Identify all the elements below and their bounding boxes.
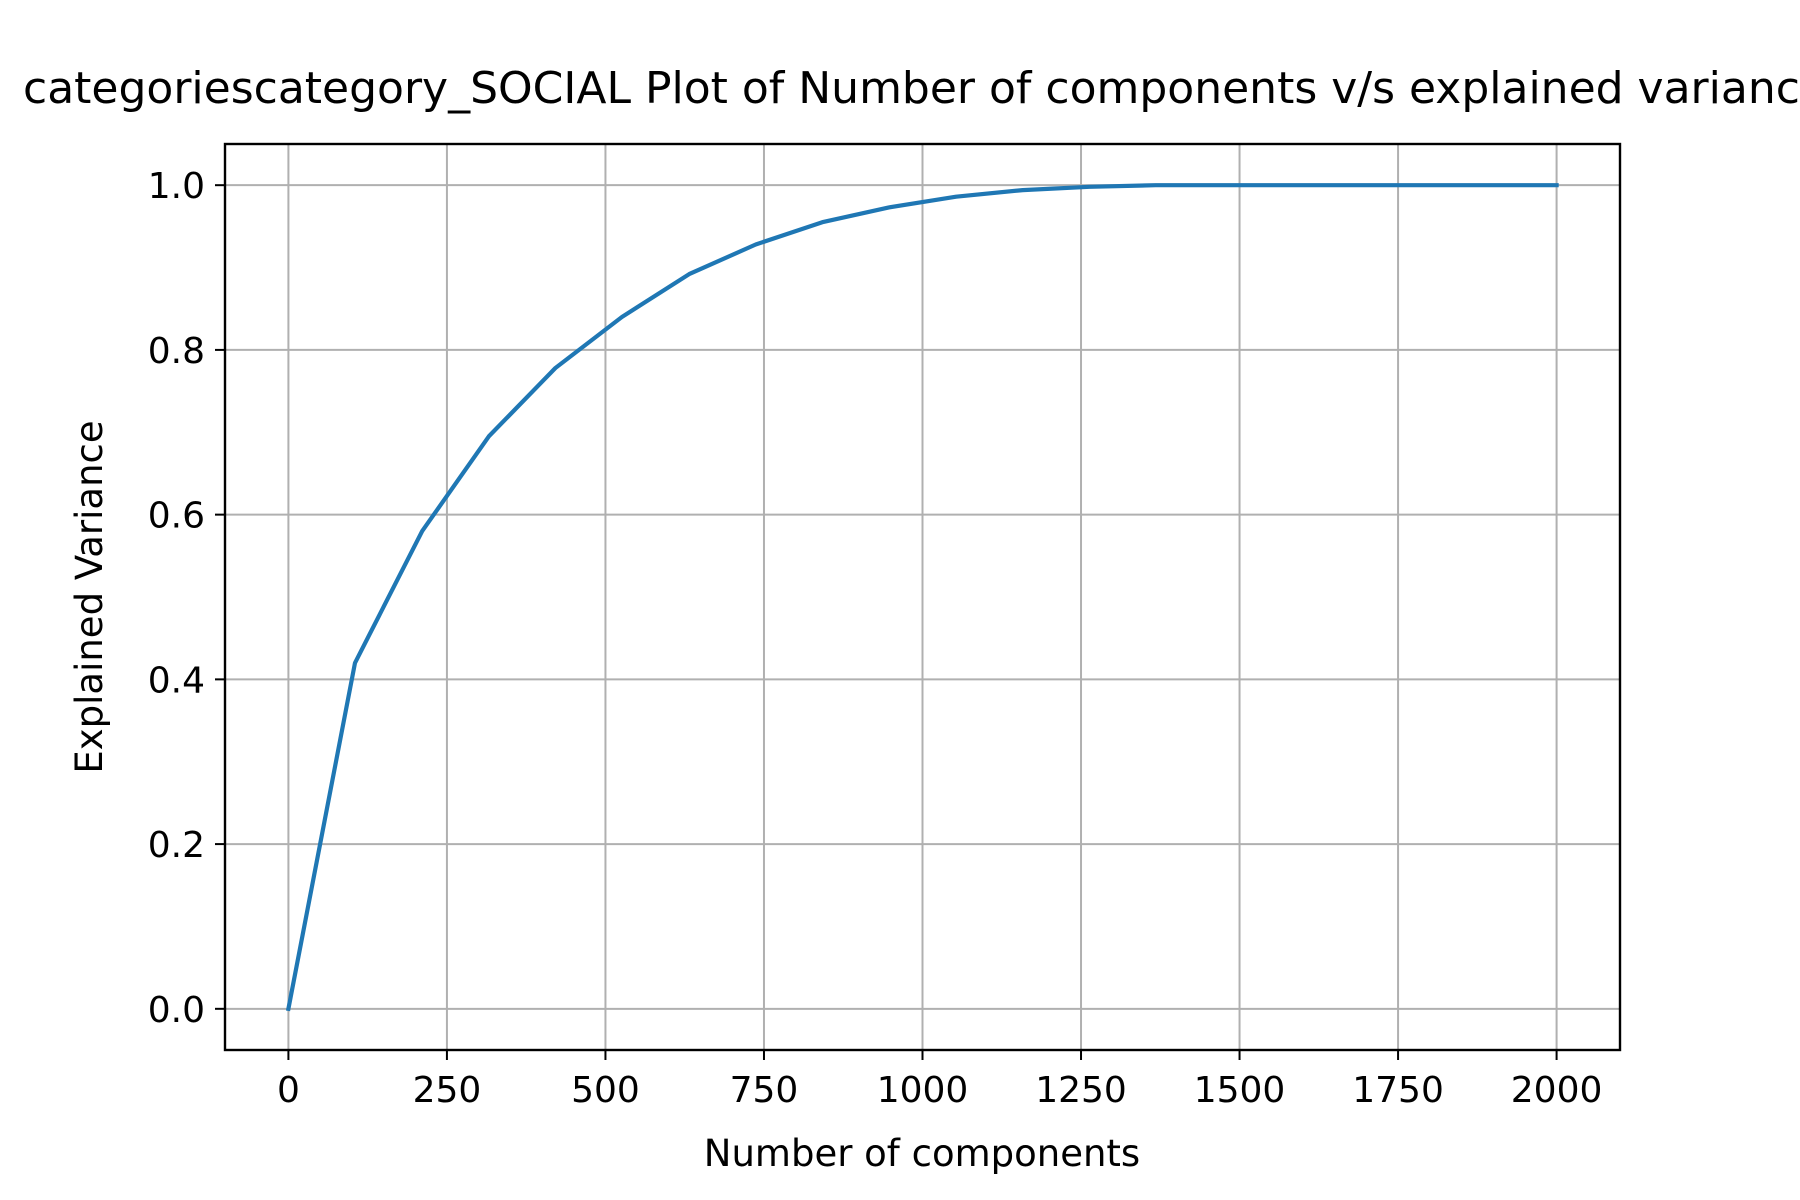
grid [225, 144, 1620, 1050]
x-axis-label: Number of components [704, 1132, 1140, 1175]
series-line [285, 183, 1559, 1012]
y-axis-label: Explained Variance [68, 420, 111, 773]
x-tick-label: 500 [571, 1070, 640, 1111]
x-tick-label: 2000 [1511, 1070, 1603, 1111]
y-tick-label: 0.4 [148, 660, 205, 701]
x-tick-label: 1750 [1352, 1070, 1444, 1111]
series-layer [285, 183, 1559, 1012]
x-tick-label: 1000 [877, 1070, 969, 1111]
y-tick-label: 1.0 [148, 166, 205, 207]
x-tick-label: 0 [277, 1070, 300, 1111]
y-tick-label: 0.6 [148, 496, 205, 537]
ticks: 0 250 500 750 1000 1250 1500 1750 2000 0.0 0.2 0.4 0… [148, 166, 1603, 1111]
y-tick-label: 0.8 [148, 331, 205, 372]
chart-title: categoriescategory_SOCIAL Plot of Number… [23, 63, 1800, 114]
y-tick-label: 0.0 [148, 990, 205, 1031]
x-tick-label: 1500 [1194, 1070, 1286, 1111]
x-tick-label: 1250 [1035, 1070, 1127, 1111]
x-tick-label: 250 [413, 1070, 482, 1111]
x-tick-label: 750 [730, 1070, 799, 1111]
y-tick-label: 0.2 [148, 825, 205, 866]
